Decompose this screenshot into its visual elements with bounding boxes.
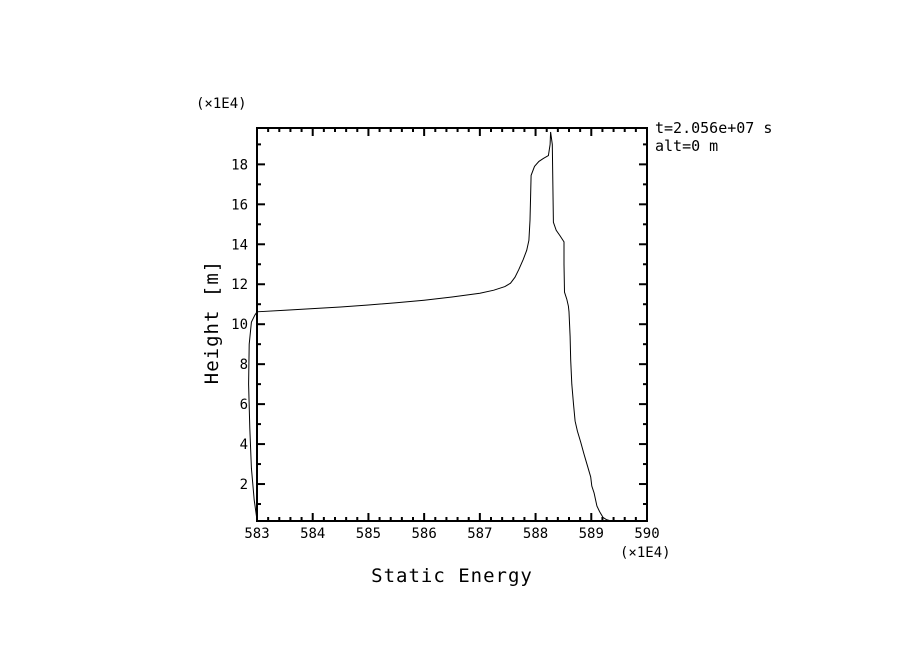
x-axis-multiplier-label: (×1E4) — [620, 545, 671, 561]
y-tick-label-2: 2 — [240, 477, 248, 493]
y-tick-label-14: 14 — [231, 237, 248, 253]
y-axis-multiplier-label: (×1E4) — [196, 96, 247, 112]
y-tick-label-6: 6 — [240, 397, 248, 413]
y-tick-label-10: 10 — [231, 317, 248, 333]
y-tick-label-16: 16 — [231, 197, 248, 213]
axes-frame — [256, 127, 648, 522]
x-tick-label-587: 587 — [467, 526, 492, 542]
y-tick-label-18: 18 — [231, 157, 248, 173]
y-tick-label-8: 8 — [240, 357, 248, 373]
x-tick-label-588: 588 — [523, 526, 548, 542]
y-tick-label-4: 4 — [240, 437, 248, 453]
x-tick-label-585: 585 — [356, 526, 381, 542]
series-static-energy-profile — [248, 131, 615, 522]
x-tick-label-583: 583 — [244, 526, 269, 542]
x-tick-label-589: 589 — [579, 526, 604, 542]
x-tick-label-590: 590 — [634, 526, 659, 542]
annotation-time-text: t=2.056e+07 s — [655, 119, 773, 137]
y-tick-label-12: 12 — [231, 277, 248, 293]
y-axis-title: Height [m] — [201, 259, 223, 385]
x-tick-label-586: 586 — [411, 526, 436, 542]
plot-annotation: t=2.056e+07 s alt=0 m — [655, 119, 772, 155]
x-axis-title: Static Energy — [371, 565, 533, 587]
x-tick-label-584: 584 — [300, 526, 325, 542]
annotation-altitude-text: alt=0 m — [655, 137, 719, 155]
